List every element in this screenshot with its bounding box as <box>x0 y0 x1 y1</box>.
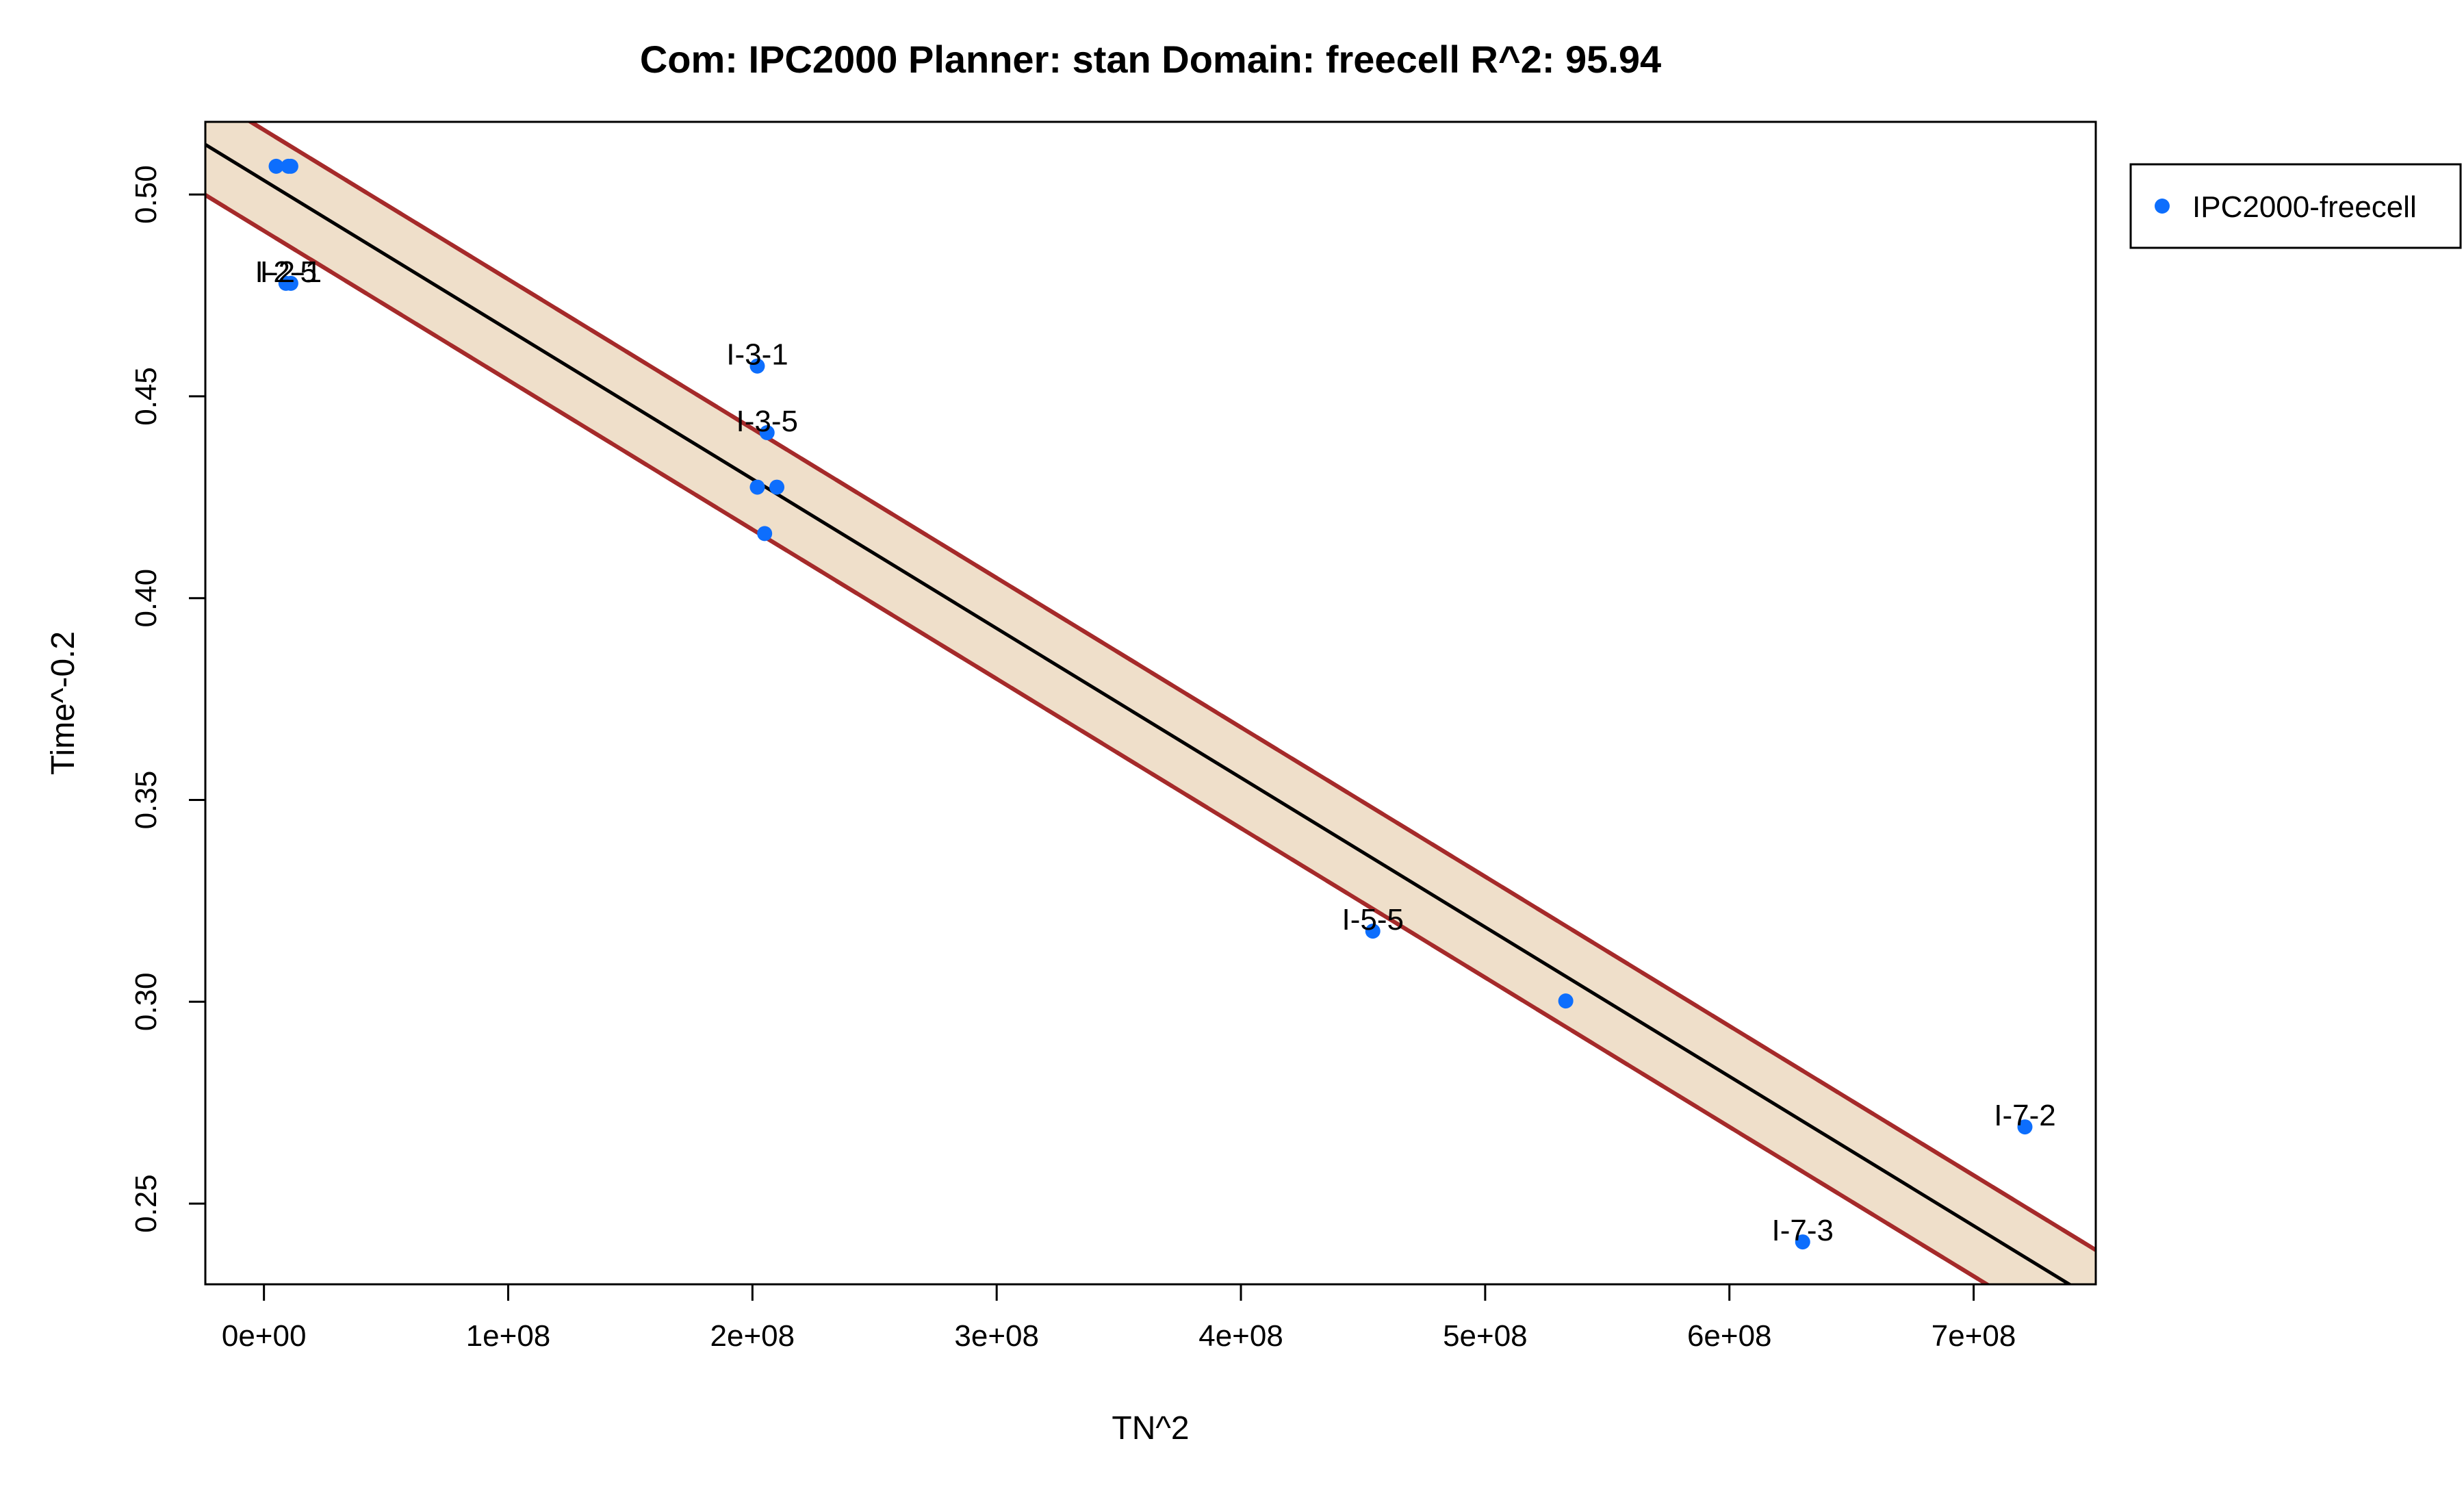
data-point <box>749 479 765 495</box>
data-point <box>757 526 773 542</box>
data-point <box>1795 1234 1810 1250</box>
legend-box <box>2129 163 2462 249</box>
x-axis-label: TN^2 <box>1112 1410 1189 1447</box>
data-point <box>1558 993 1574 1009</box>
point-label: I-3-5 <box>736 405 798 438</box>
data-point <box>769 479 785 495</box>
confidence-band-layer <box>205 122 2096 1284</box>
y-tick-label: 0.50 <box>129 165 163 224</box>
regression-line <box>205 143 2073 1284</box>
y-tick-label: 0.30 <box>129 972 163 1031</box>
x-tick-label: 6e+08 <box>1687 1319 1772 1353</box>
x-tick-label: 3e+08 <box>954 1319 1039 1353</box>
y-tick-label: 0.35 <box>129 771 163 830</box>
x-tick-label: 1e+08 <box>466 1319 551 1353</box>
data-points-layer: I-2-5I-2-1 I-3-1 I-3-5 I-5-5 I-7-3 I-7-2 <box>255 158 2056 1250</box>
x-tick-label: 4e+08 <box>1198 1319 1283 1353</box>
chart-title: Com: IPC2000 Planner: stan Domain: freec… <box>640 38 1661 81</box>
point-label: I-5-5 <box>1342 903 1403 937</box>
point-label: I-7-3 <box>1772 1214 1834 1247</box>
y-tick-label: 0.25 <box>129 1174 163 1233</box>
point-label: I-2-5 <box>255 255 317 289</box>
data-point <box>1365 924 1381 939</box>
confidence-bound-upper <box>246 122 2096 1252</box>
data-point <box>2017 1119 2033 1135</box>
x-tick-label: 0e+00 <box>222 1319 307 1353</box>
x-tick-label: 5e+08 <box>1443 1319 1528 1353</box>
point-label: I-2-1 <box>260 255 322 289</box>
data-point <box>268 158 284 174</box>
point-label: I-7-2 <box>1994 1099 2055 1132</box>
data-point <box>283 275 298 291</box>
legend: IPC2000-freecell <box>2129 163 2462 249</box>
x-axis: 0e+00 1e+08 2e+08 3e+08 4e+08 5e+08 6e+08 7e+08 <box>222 1283 2016 1353</box>
data-point <box>749 358 765 374</box>
legend-marker <box>2155 199 2170 214</box>
fit-line-layer <box>205 143 2073 1284</box>
y-tick-label: 0.45 <box>129 367 163 426</box>
y-axis-label: Time^-0.2 <box>45 631 81 775</box>
y-tick-label: 0.40 <box>129 569 163 628</box>
legend-label: IPC2000-freecell <box>2192 190 2417 224</box>
data-point <box>759 424 775 440</box>
x-tick-label: 2e+08 <box>710 1319 795 1353</box>
x-tick-label: 7e+08 <box>1932 1319 2016 1353</box>
y-axis: 0.25 0.30 0.35 0.40 0.45 0.50 <box>129 165 207 1233</box>
confidence-bound-lower <box>205 193 1991 1284</box>
confidence-band-fill <box>205 122 2096 1284</box>
point-label: I-3-1 <box>726 338 788 372</box>
data-point <box>283 158 298 174</box>
